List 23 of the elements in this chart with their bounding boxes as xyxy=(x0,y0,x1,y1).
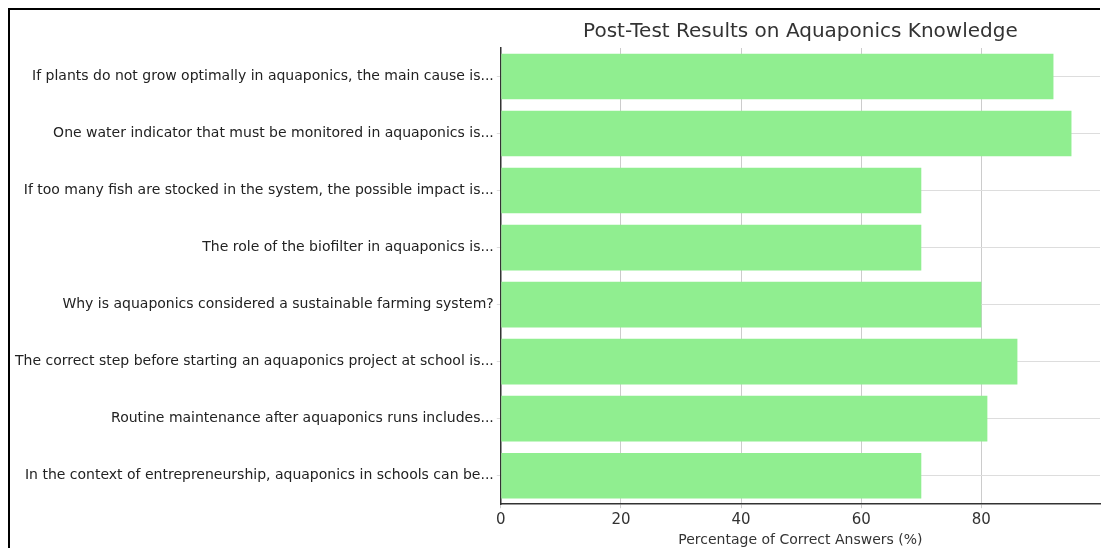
y-tick-label: The role of the biofilter in aquaponics is... xyxy=(201,238,494,255)
y-tick-label: If plants do not grow optimally in aquaponics, the main cause is... xyxy=(32,67,494,84)
bar xyxy=(501,224,922,271)
x-axis-title: Percentage of Correct Answers (%) xyxy=(678,531,923,548)
bar xyxy=(501,452,922,499)
y-tick-label: The correct step before starting an aquaponics project at school is... xyxy=(14,352,494,369)
y-tick-label: One water indicator that must be monitored in aquaponics is... xyxy=(53,124,494,141)
y-tick-label: If too many fish are stocked in the system, the possible impact is... xyxy=(23,181,494,198)
bar xyxy=(501,110,1072,157)
bar xyxy=(501,53,1054,100)
x-tick-label: 60 xyxy=(851,510,871,529)
bar xyxy=(501,395,988,442)
bar xyxy=(501,167,922,214)
x-tick-label: 0 xyxy=(496,510,506,529)
bar xyxy=(501,338,1018,385)
x-tick-label: 40 xyxy=(731,510,751,529)
y-tick-label: Routine maintenance after aquaponics runs includes... xyxy=(111,409,494,426)
bar xyxy=(501,281,982,328)
x-tick-label: 80 xyxy=(971,510,991,529)
y-tick-label: Why is aquaponics considered a sustainable farming system? xyxy=(62,295,494,312)
chart-title: Post-Test Results on Aquaponics Knowledge xyxy=(583,18,1018,43)
y-tick-label: In the context of entrepreneurship, aquaponics in schools can be... xyxy=(24,466,494,483)
x-tick-label: 20 xyxy=(611,510,631,529)
